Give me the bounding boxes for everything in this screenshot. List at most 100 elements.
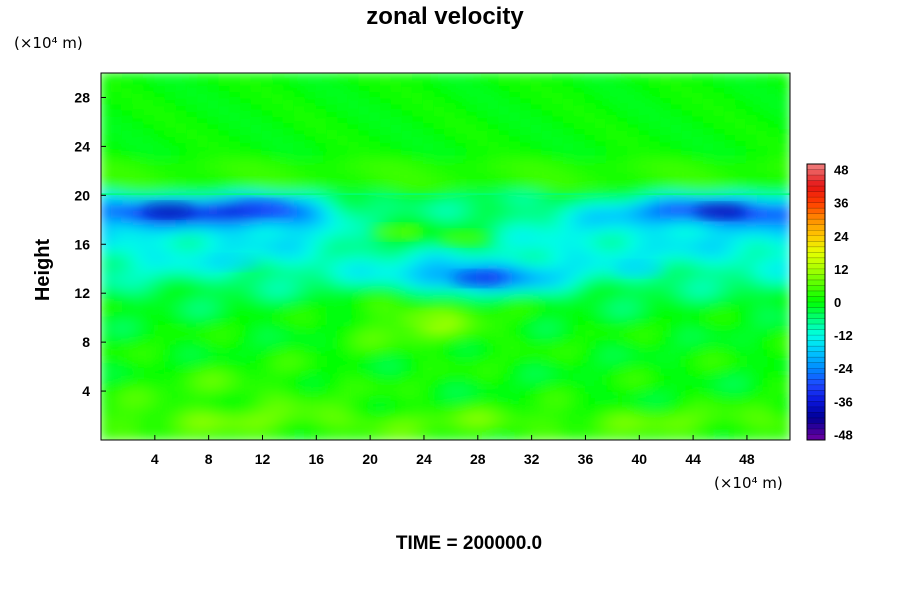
heatmap-cell bbox=[702, 169, 716, 178]
heatmap-cell bbox=[595, 139, 608, 148]
heatmap-cell bbox=[315, 212, 329, 221]
heatmap-cell bbox=[207, 249, 221, 258]
heatmap-cell bbox=[229, 273, 242, 282]
heatmap-cell bbox=[422, 341, 436, 350]
heatmap-cell bbox=[153, 169, 167, 178]
heatmap-cell bbox=[498, 169, 512, 178]
heatmap-cell bbox=[261, 267, 275, 276]
heatmap-cell bbox=[595, 267, 608, 276]
heatmap-cell bbox=[239, 243, 253, 252]
heatmap-cell bbox=[562, 163, 576, 172]
heatmap-cell bbox=[659, 224, 673, 234]
heatmap-cell bbox=[196, 231, 210, 240]
heatmap-cell bbox=[164, 359, 178, 368]
heatmap-cell bbox=[283, 390, 296, 399]
heatmap-cell bbox=[713, 90, 727, 99]
heatmap-cell bbox=[390, 188, 404, 197]
heatmap-cell bbox=[638, 414, 652, 423]
heatmap-cell bbox=[175, 304, 189, 313]
heatmap-cell bbox=[444, 359, 458, 368]
heatmap-cell bbox=[649, 286, 662, 295]
heatmap-cell bbox=[186, 328, 199, 338]
heatmap-cell bbox=[293, 316, 307, 325]
heatmap-cell bbox=[530, 96, 544, 105]
heatmap-cell bbox=[164, 175, 178, 185]
heatmap-cell bbox=[175, 249, 189, 258]
heatmap-cell bbox=[196, 316, 210, 325]
heatmap-cell bbox=[562, 73, 576, 81]
heatmap-cell bbox=[422, 157, 436, 166]
heatmap-cell bbox=[476, 322, 490, 331]
heatmap-cell bbox=[304, 353, 318, 362]
heatmap-cell bbox=[186, 84, 199, 93]
heatmap-cell bbox=[153, 218, 167, 227]
heatmap-cell bbox=[616, 279, 630, 289]
heatmap-cell bbox=[121, 139, 135, 148]
heatmap-cell bbox=[595, 304, 608, 313]
heatmap-cell bbox=[745, 78, 759, 87]
heatmap-cell bbox=[530, 298, 544, 307]
heatmap-cell bbox=[659, 273, 673, 282]
heatmap-cell bbox=[175, 243, 189, 252]
heatmap-cell bbox=[519, 341, 533, 350]
heatmap-cell bbox=[326, 304, 339, 313]
heatmap-cell bbox=[530, 243, 544, 252]
heatmap-cell bbox=[745, 73, 759, 81]
heatmap-cell bbox=[498, 261, 512, 270]
heatmap-cell bbox=[509, 377, 522, 386]
heatmap-cell bbox=[487, 237, 501, 246]
heatmap-cell bbox=[649, 347, 662, 356]
heatmap-cell bbox=[304, 206, 318, 215]
heatmap-cell bbox=[692, 335, 705, 344]
heatmap-cell bbox=[724, 84, 738, 93]
heatmap-cell bbox=[573, 414, 587, 423]
heatmap-cell bbox=[326, 175, 339, 185]
heatmap-cell bbox=[207, 286, 221, 295]
heatmap-cell bbox=[433, 255, 447, 264]
heatmap-cell bbox=[422, 365, 436, 374]
heatmap-cell bbox=[283, 426, 296, 435]
heatmap-cell bbox=[186, 371, 199, 380]
heatmap-cell bbox=[433, 420, 447, 429]
heatmap-cell bbox=[509, 163, 522, 172]
heatmap-cell bbox=[401, 188, 415, 197]
heatmap-cell bbox=[778, 420, 790, 429]
heatmap-cell bbox=[315, 365, 329, 374]
heatmap-cell bbox=[541, 200, 555, 209]
heatmap-cell bbox=[681, 120, 695, 130]
heatmap-cell bbox=[101, 377, 113, 386]
heatmap-cell bbox=[293, 237, 307, 246]
heatmap-cell bbox=[487, 224, 501, 234]
heatmap-cell bbox=[455, 316, 469, 325]
heatmap-cell bbox=[336, 145, 350, 154]
heatmap-cell bbox=[692, 286, 705, 295]
heatmap-cell bbox=[638, 145, 652, 154]
heatmap-cell bbox=[649, 114, 662, 123]
heatmap-cell bbox=[649, 273, 662, 282]
heatmap-cell bbox=[735, 298, 748, 307]
feature-blob bbox=[209, 255, 262, 270]
heatmap-cell bbox=[121, 163, 135, 172]
heatmap-cell bbox=[143, 157, 156, 166]
heatmap-cell bbox=[433, 292, 447, 301]
heatmap-cell bbox=[283, 84, 296, 93]
heatmap-cell bbox=[132, 182, 146, 191]
heatmap-cell bbox=[605, 408, 619, 417]
heatmap-cell bbox=[573, 426, 587, 435]
heatmap-cell bbox=[713, 73, 727, 81]
heatmap-cell bbox=[164, 188, 178, 197]
heatmap-cell bbox=[401, 322, 415, 331]
heatmap-cell bbox=[702, 341, 716, 350]
heatmap-cell bbox=[369, 396, 382, 405]
heatmap-cell bbox=[649, 194, 662, 203]
heatmap-cell bbox=[476, 316, 490, 325]
heatmap-cell bbox=[724, 359, 738, 368]
heatmap-cell bbox=[562, 188, 576, 197]
heatmap-cell bbox=[767, 108, 781, 117]
heatmap-cell bbox=[670, 200, 684, 209]
heatmap-cell bbox=[369, 261, 382, 270]
heatmap-cell bbox=[562, 347, 576, 356]
heatmap-cell bbox=[584, 310, 598, 319]
heatmap-cell bbox=[412, 96, 425, 105]
heatmap-cell bbox=[196, 347, 210, 356]
